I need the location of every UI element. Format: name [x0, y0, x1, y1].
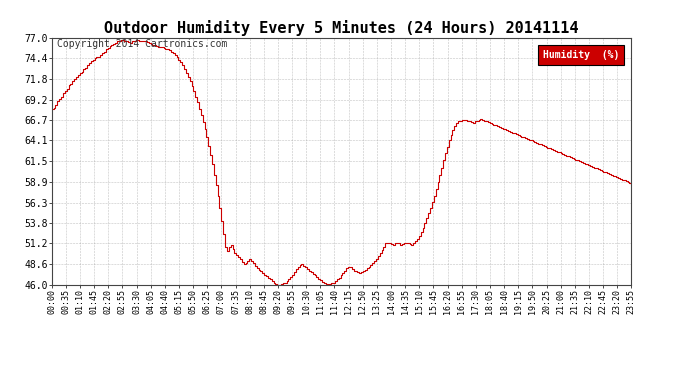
Text: Humidity  (%): Humidity (%) [543, 50, 620, 60]
Title: Outdoor Humidity Every 5 Minutes (24 Hours) 20141114: Outdoor Humidity Every 5 Minutes (24 Hou… [104, 20, 579, 36]
Text: Copyright 2014 Cartronics.com: Copyright 2014 Cartronics.com [57, 39, 227, 49]
